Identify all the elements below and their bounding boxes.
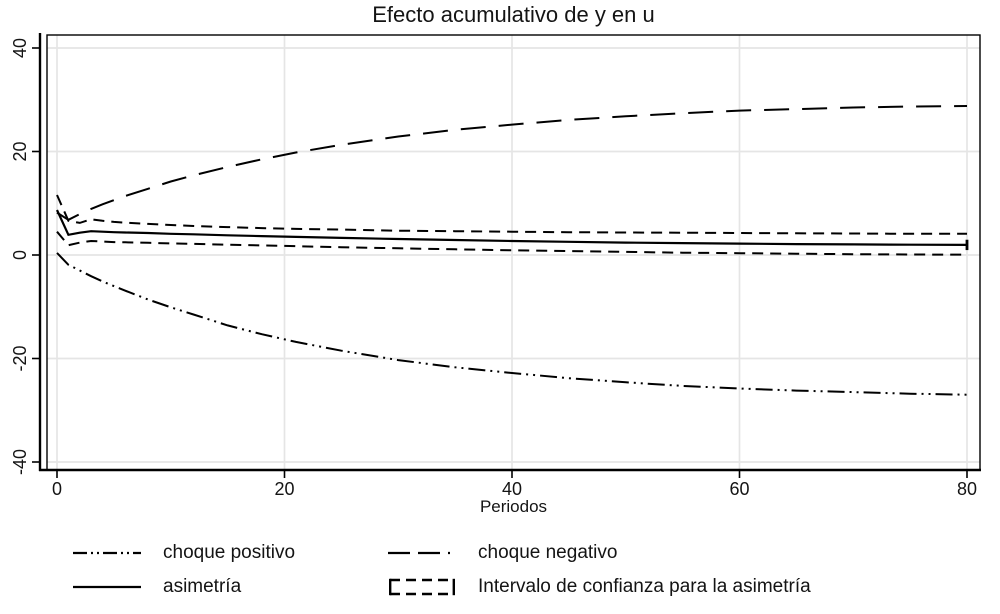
x-axis-label: Periodos <box>479 497 548 516</box>
y-tick-label--40: -40 <box>10 449 30 475</box>
legend-item-asimetria: asimetría <box>73 572 388 602</box>
plot-area: -40 -20 0 20 40 0 20 40 60 80 <box>10 33 981 499</box>
legend-label-choque-positivo: choque positivo <box>163 542 296 563</box>
series-line-3 <box>56 231 968 256</box>
y-tick-label-0: 0 <box>10 250 30 260</box>
y-tick-label-20: 20 <box>10 141 30 161</box>
legend-label-choque-negativo: choque negativo <box>478 542 618 563</box>
series-line-2 <box>56 209 968 246</box>
x-tick-label-0: 0 <box>52 479 62 499</box>
chart-title: Efecto acumulativo de y en u <box>372 2 655 27</box>
dash-dot-line-icon <box>73 551 141 555</box>
legend: choque positivo choque negativo asimetrí… <box>73 538 811 602</box>
series-line-3 <box>56 194 967 235</box>
series-line-0 <box>56 252 968 396</box>
plot-border <box>46 34 981 471</box>
legend-label-asimetria: asimetría <box>163 576 242 597</box>
x-tick-label-60: 60 <box>729 479 749 499</box>
longdash-line-icon <box>388 551 456 555</box>
legend-label-intervalo-confianza: Intervalo de confianza para la asimetría <box>478 576 811 597</box>
y-tick-label--20: -20 <box>10 345 30 371</box>
x-tick-label-40: 40 <box>502 479 522 499</box>
x-tick-label-20: 20 <box>274 479 294 499</box>
legend-item-intervalo-confianza: Intervalo de confianza para la asimetría <box>388 572 811 602</box>
legend-item-choque-negativo: choque negativo <box>388 538 811 568</box>
y-tick-label-40: 40 <box>10 38 30 58</box>
confidence-band-box-icon <box>389 578 456 596</box>
series-line-1 <box>56 105 968 221</box>
x-tick-label-80: 80 <box>957 479 977 499</box>
solid-line-icon <box>73 585 141 589</box>
legend-item-choque-positivo: choque positivo <box>73 538 388 568</box>
